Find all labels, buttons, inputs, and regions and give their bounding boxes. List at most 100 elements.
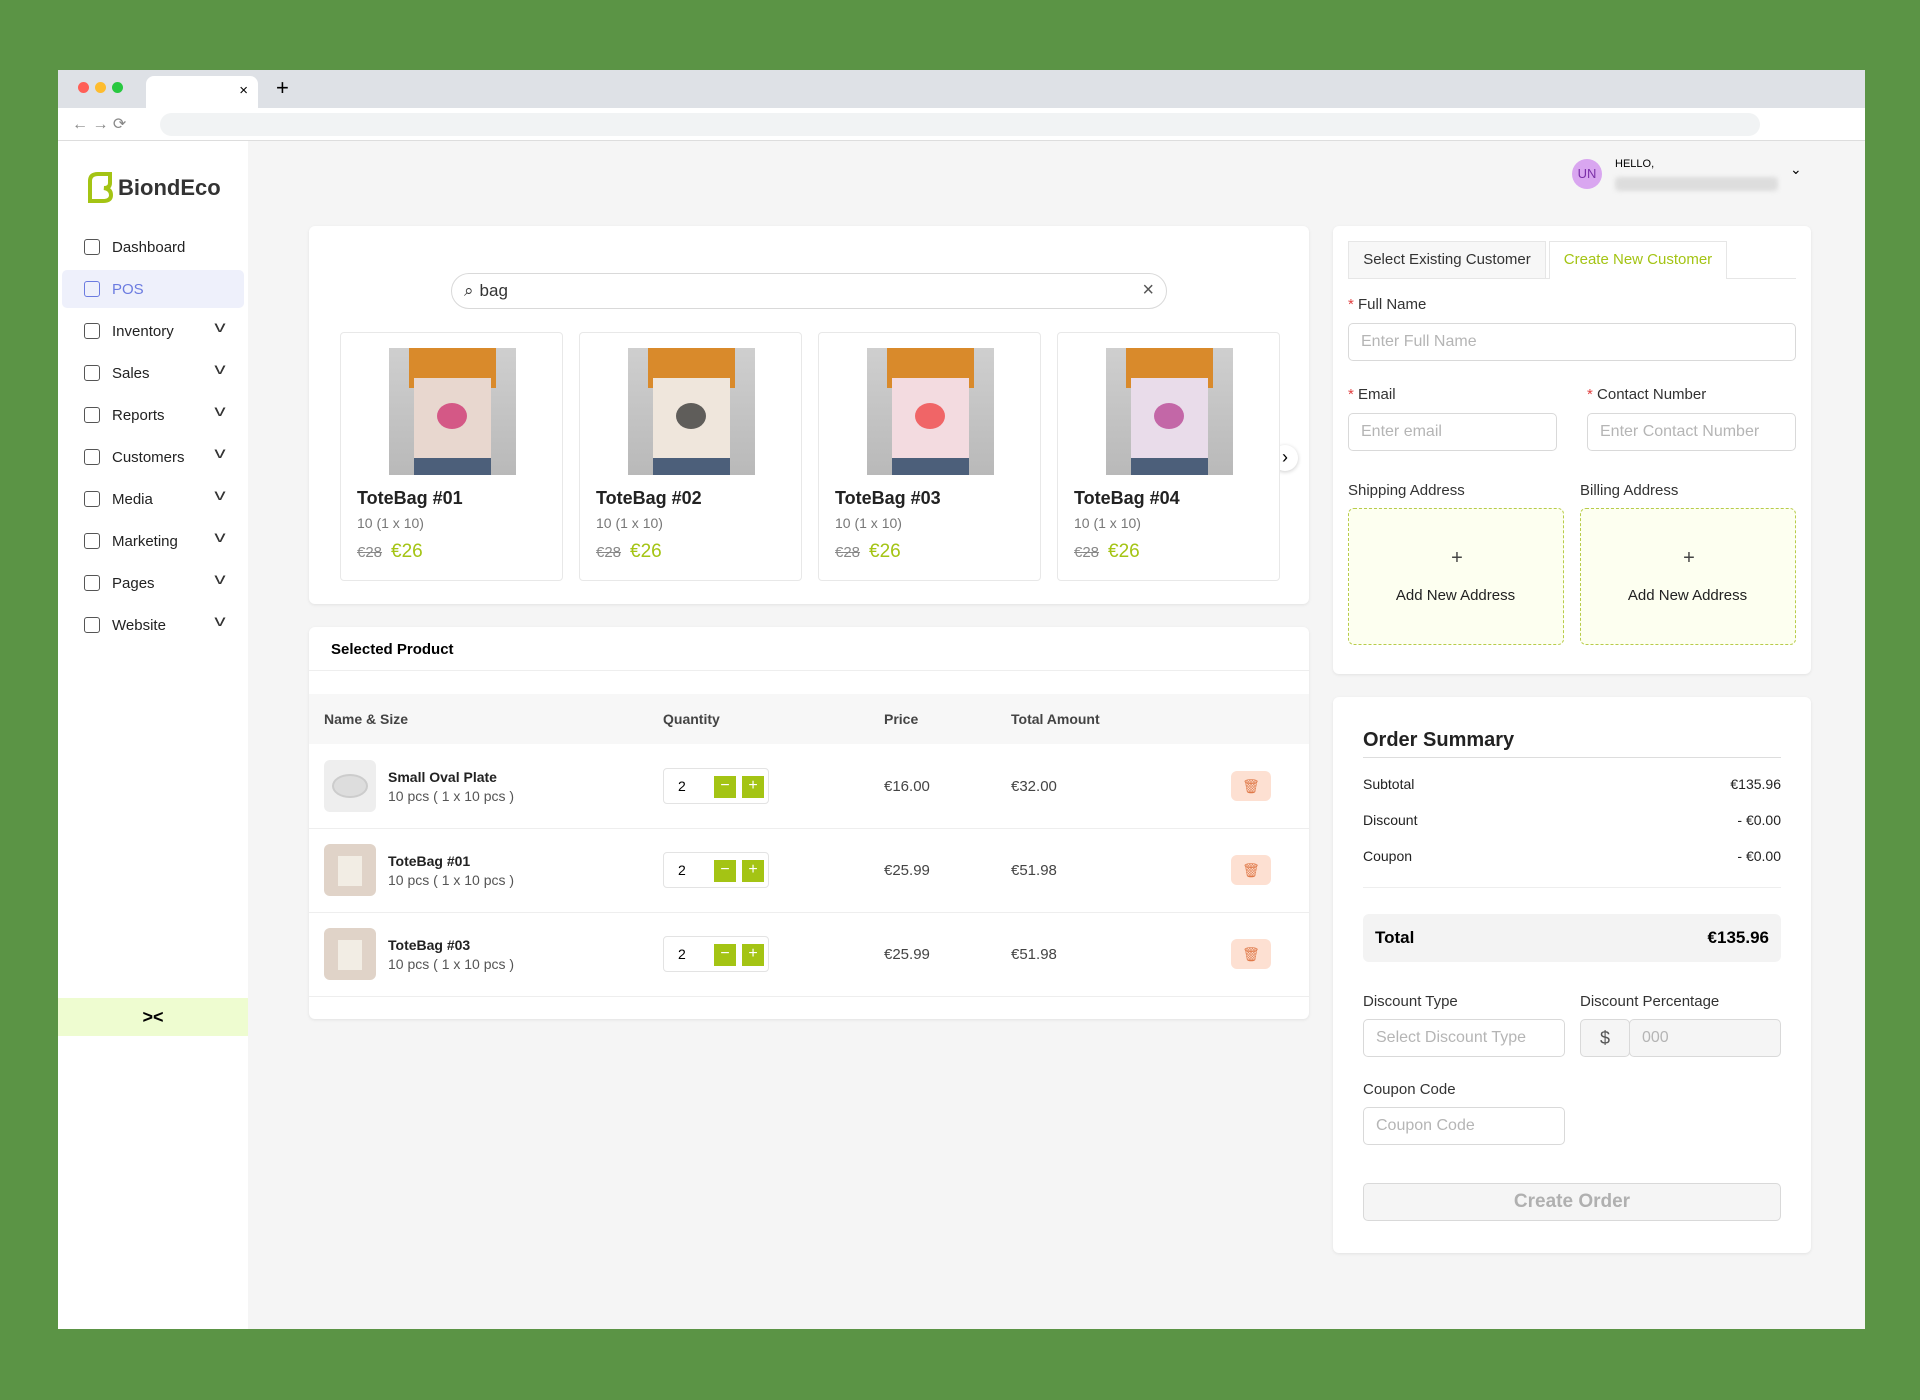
user-name-blurred: [1615, 177, 1778, 191]
input[interactable]: Enter Full Name: [1348, 323, 1796, 361]
currency-addon: $: [1580, 1019, 1630, 1057]
tab[interactable]: Select Existing Customer: [1348, 241, 1546, 279]
logo: BiondEco: [86, 171, 221, 205]
add-address[interactable]: + Add New Address: [1348, 508, 1564, 645]
product-price: €26: [869, 541, 901, 562]
quantity-value[interactable]: 2: [678, 862, 686, 878]
input[interactable]: Enter Contact Number: [1587, 413, 1796, 451]
nav-item[interactable]: Customers v: [62, 438, 244, 476]
input[interactable]: Enter email: [1348, 413, 1557, 451]
bag-print: [1154, 403, 1184, 429]
label: Discount Type: [1363, 993, 1458, 1010]
plus-icon: +: [1683, 547, 1695, 569]
create-order-button[interactable]: Create Order: [1363, 1183, 1781, 1221]
product-card[interactable]: ToteBag #01 10 (1 x 10) €28 €26: [340, 332, 563, 581]
nav-item[interactable]: Website v: [62, 606, 244, 644]
browser-window: × + ← → ⟳ BiondEco >< Dashboard POS Invent…: [58, 70, 1865, 1329]
user-menu[interactable]: UN HELLO, ⌄: [1572, 155, 1812, 195]
new-tab[interactable]: +: [276, 75, 289, 100]
product-old-price: €28: [835, 544, 861, 561]
add-address[interactable]: + Add New Address: [1580, 508, 1796, 645]
select[interactable]: Select Discount Type: [1363, 1019, 1565, 1057]
tab-bar: × +: [58, 70, 1865, 108]
nav-item[interactable]: Dashboard: [62, 228, 244, 266]
tab-active[interactable]: Create New Customer: [1549, 241, 1727, 279]
summary-value: - €0.00: [1737, 848, 1781, 864]
nav-icon: [84, 491, 100, 507]
product-name: ToteBag #03: [835, 488, 941, 508]
nav-icon: [84, 449, 100, 465]
nav-chevron: v: [214, 445, 226, 462]
quantity-value[interactable]: 2: [678, 778, 686, 794]
divider: [1363, 887, 1781, 888]
add-address-label: Add New Address: [1627, 587, 1748, 604]
quantity-stepper: 2 − +: [663, 768, 769, 804]
decrement[interactable]: −: [714, 860, 736, 882]
nav-label: Website: [112, 617, 166, 634]
nav-item[interactable]: Reports v: [62, 396, 244, 434]
input[interactable]: Coupon Code: [1363, 1107, 1565, 1145]
increment[interactable]: +: [742, 944, 764, 966]
delete-button[interactable]: 🗑: [1231, 855, 1271, 885]
increment[interactable]: +: [742, 776, 764, 798]
product-card[interactable]: ToteBag #03 10 (1 x 10) €28 €26: [818, 332, 1041, 581]
product-price: €26: [1108, 541, 1140, 562]
row-price: €25.99: [884, 946, 930, 963]
increment[interactable]: +: [742, 860, 764, 882]
brand: BiondEco: [118, 175, 221, 200]
label: Billing Address: [1580, 482, 1679, 499]
address-bar: ← → ⟳: [58, 108, 1865, 141]
label: Full Name: [1348, 296, 1426, 313]
quantity-stepper: 2 − +: [663, 936, 769, 972]
column-header: Name & Size: [324, 711, 409, 727]
decrement[interactable]: −: [714, 944, 736, 966]
quantity-stepper: 2 − +: [663, 852, 769, 888]
product-name: ToteBag #02: [596, 488, 702, 508]
row-total: €51.98: [1011, 946, 1057, 963]
column-header: Quantity: [663, 711, 720, 727]
product-image: [867, 348, 994, 475]
row-total: €51.98: [1011, 862, 1057, 879]
product-card[interactable]: ToteBag #02 10 (1 x 10) €28 €26: [579, 332, 802, 581]
nav-label: Marketing: [112, 533, 178, 550]
row-name: ToteBag #01: [388, 853, 471, 869]
product-card[interactable]: ToteBag #04 10 (1 x 10) €28 €26: [1057, 332, 1280, 581]
quantity-value[interactable]: 2: [678, 946, 686, 962]
greeting: HELLO,: [1615, 158, 1655, 170]
nav-item[interactable]: Marketing v: [62, 522, 244, 560]
row-size: 10 pcs ( 1 x 10 pcs ): [388, 956, 515, 972]
row-size: 10 pcs ( 1 x 10 pcs ): [388, 788, 515, 804]
url-field[interactable]: [160, 113, 1760, 136]
search-input[interactable]: ⌕ bag ×: [451, 273, 1167, 309]
row-divider: [309, 828, 1309, 829]
delete-button[interactable]: 🗑: [1231, 771, 1271, 801]
product-price: €26: [391, 541, 423, 562]
nav-item[interactable]: POS: [62, 270, 244, 308]
thumb-shape: [338, 856, 362, 886]
summary-panel: Order Summary Subtotal €135.96 Discount - €0…: [1333, 697, 1811, 1253]
app: BiondEco >< Dashboard POS Inventory v Sales v…: [58, 141, 1865, 1329]
tab[interactable]: ×: [146, 76, 258, 108]
label: Contact Number: [1587, 386, 1706, 403]
title-underline: [1363, 757, 1781, 758]
selected-panel: Selected Product Name & Size Quantity Pric…: [309, 627, 1309, 1019]
nav-icon: [84, 281, 100, 297]
summary-value: €135.96: [1730, 776, 1781, 792]
customer-panel: Select Existing Customer Create New Custo…: [1333, 226, 1811, 674]
total-box: Total €135.96: [1363, 914, 1781, 962]
row-thumb: [324, 844, 376, 896]
nav-chevron: v: [214, 403, 226, 420]
nav-item[interactable]: Pages v: [62, 564, 244, 602]
nav-icon: [84, 407, 100, 423]
nav-item[interactable]: Inventory v: [62, 312, 244, 350]
decrement[interactable]: −: [714, 776, 736, 798]
summary-value: - €0.00: [1737, 812, 1781, 828]
total-value: €135.96: [1707, 928, 1769, 947]
delete-button[interactable]: 🗑: [1231, 939, 1271, 969]
collapse-bar[interactable]: ><: [58, 998, 248, 1036]
nav-icon: [84, 323, 100, 339]
nav-item[interactable]: Media v: [62, 480, 244, 518]
nav-label: Pages: [112, 575, 155, 592]
nav-item[interactable]: Sales v: [62, 354, 244, 392]
input[interactable]: 000: [1629, 1019, 1781, 1057]
